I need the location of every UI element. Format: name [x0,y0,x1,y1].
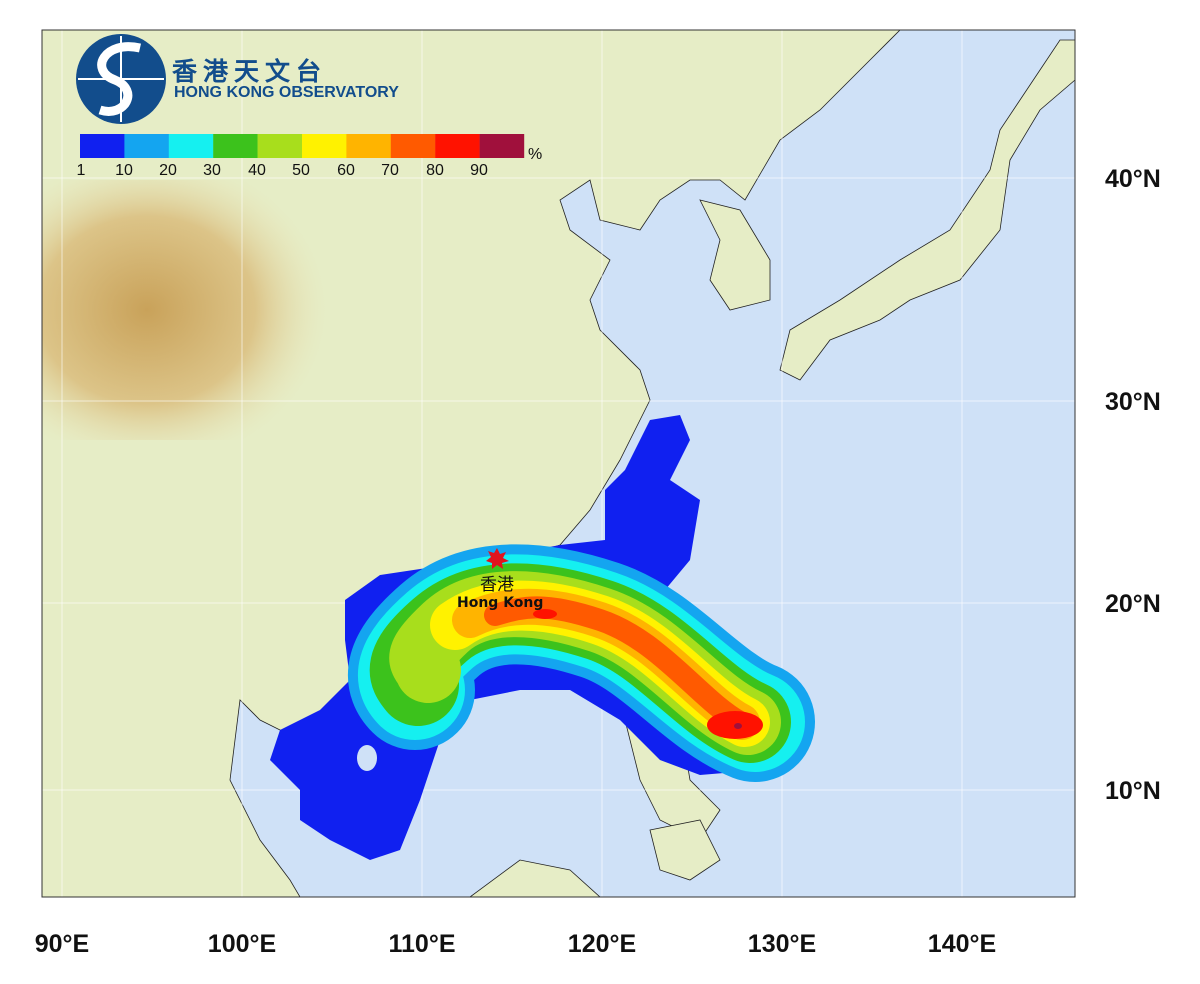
longitude-label: 100°E [207,930,277,958]
map-frame [41,29,1076,898]
legend-label: 90 [470,162,488,179]
plateau-shading [42,180,342,440]
latitude-label: 40°N [1105,165,1161,193]
contour-hole [357,745,377,771]
legend-color-bar [80,134,525,158]
legend-swatch [124,134,169,158]
latitude-label: 20°N [1105,590,1161,618]
legend-label: 20 [159,162,177,179]
legend-label: 30 [203,162,221,179]
contour-80pct-west [533,609,557,619]
longitude-label: 120°E [567,930,637,958]
legend-label: 60 [337,162,355,179]
legend-label: 70 [381,162,399,179]
legend-swatch [346,134,391,158]
legend-label: 80 [426,162,444,179]
legend-label: 10 [115,162,133,179]
legend-swatch [435,134,480,158]
legend-swatch [80,134,125,158]
logo-emblem [76,34,166,124]
logo-english-text: HONG KONG OBSERVATORY [174,84,399,101]
probability-contours [270,415,815,860]
logo-chinese-text: 香港天文台 [172,57,328,86]
hong-kong-label-en: Hong Kong [457,595,544,611]
contour-90pct [734,723,742,729]
longitude-label: 140°E [927,930,997,958]
contour-70pct [484,596,751,733]
legend-unit: % [528,146,543,163]
legend-label: 50 [292,162,310,179]
star-burst-icon [486,548,509,569]
legend-swatch [479,134,525,158]
hong-kong-label-cn: 香港 [480,575,514,595]
longitude-label: 90°E [34,930,90,958]
legend-label: 40 [248,162,266,179]
latitude-label: 10°N [1105,777,1161,805]
legend-label: 1 [76,162,86,179]
legend-swatch [257,134,303,158]
longitude-label: 130°E [747,930,817,958]
legend-swatch [168,134,214,158]
longitude-label: 110°E [388,930,456,958]
legend-swatch [302,134,347,158]
legend-swatch [390,134,436,158]
latitude-label: 30°N [1105,388,1161,416]
legend-swatch [213,134,258,158]
